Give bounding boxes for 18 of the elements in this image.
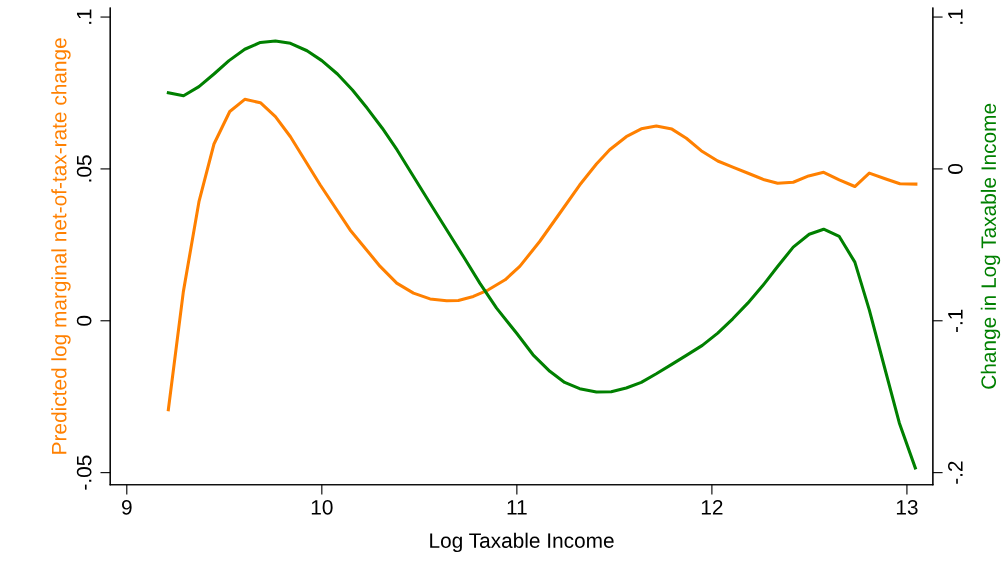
y-tick-label: .1	[76, 9, 92, 24]
line-series	[166, 39, 917, 470]
y-tick-label: .05	[76, 155, 92, 182]
y2-tick-label: -.2	[948, 461, 963, 484]
x-tick-label: 12	[701, 499, 723, 515]
y2-tick-label: -.1	[948, 309, 963, 332]
y-axis-title: Predicted log marginal net-of-tax-rate change	[51, 38, 71, 454]
x-tick-label: 11	[507, 500, 527, 515]
y2-tick-label: .1	[948, 9, 963, 24]
y-tick-label: 0	[76, 315, 92, 326]
x-tick-label: 9	[121, 499, 132, 515]
x-tick-label: 13	[896, 499, 918, 515]
x-tick-label: 10	[311, 499, 333, 515]
y2-tick-label: 0	[948, 163, 963, 174]
line-series	[166, 97, 918, 412]
y-tick-label: -.05	[76, 455, 92, 490]
y2-axis-title: Change in Log Taxable Income	[980, 103, 1001, 389]
x-axis-title: Log Taxable Income	[430, 532, 614, 553]
